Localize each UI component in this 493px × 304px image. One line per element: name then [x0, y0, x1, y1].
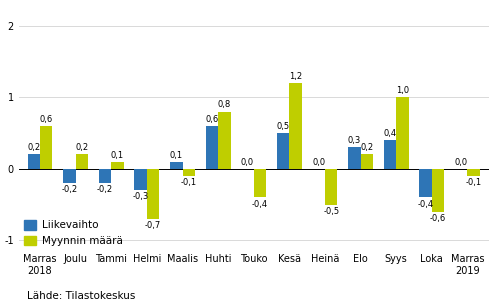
Text: 0,3: 0,3: [348, 136, 361, 145]
Text: -0,7: -0,7: [145, 221, 161, 230]
Bar: [99, 169, 111, 183]
Legend: Liikevaihto, Myynnin määrä: Liikevaihto, Myynnin määrä: [24, 220, 122, 246]
Bar: [170, 162, 182, 169]
Text: -0,4: -0,4: [252, 200, 268, 209]
Bar: [289, 83, 302, 169]
Text: -0,4: -0,4: [418, 200, 434, 209]
Text: Lähde: Tilastokeskus: Lähde: Tilastokeskus: [27, 291, 136, 301]
Bar: [325, 169, 337, 205]
Text: 0,2: 0,2: [75, 143, 88, 152]
Bar: [420, 169, 432, 197]
Text: -0,1: -0,1: [180, 178, 197, 187]
Bar: [277, 133, 289, 169]
Bar: [206, 126, 218, 169]
Bar: [135, 169, 147, 190]
Text: 1,2: 1,2: [289, 72, 302, 81]
Bar: [348, 147, 360, 169]
Text: 0,0: 0,0: [312, 158, 325, 167]
Text: 0,2: 0,2: [360, 143, 373, 152]
Text: 0,1: 0,1: [170, 150, 183, 160]
Text: 0,2: 0,2: [27, 143, 40, 152]
Text: 0,0: 0,0: [241, 158, 254, 167]
Text: -0,3: -0,3: [133, 192, 149, 202]
Text: -0,5: -0,5: [323, 207, 339, 216]
Bar: [360, 154, 373, 169]
Text: -0,2: -0,2: [97, 185, 113, 194]
Bar: [396, 97, 409, 169]
Bar: [75, 154, 88, 169]
Bar: [40, 126, 52, 169]
Bar: [63, 169, 75, 183]
Text: 0,5: 0,5: [277, 122, 290, 131]
Bar: [28, 154, 40, 169]
Bar: [467, 169, 480, 176]
Text: 0,1: 0,1: [111, 150, 124, 160]
Text: -0,2: -0,2: [61, 185, 77, 194]
Text: -0,6: -0,6: [430, 214, 446, 223]
Bar: [432, 169, 444, 212]
Bar: [182, 169, 195, 176]
Text: 1,0: 1,0: [396, 86, 409, 95]
Text: -0,1: -0,1: [465, 178, 482, 187]
Bar: [254, 169, 266, 197]
Bar: [111, 162, 124, 169]
Bar: [147, 169, 159, 219]
Text: 0,6: 0,6: [205, 115, 218, 124]
Text: 0,8: 0,8: [218, 100, 231, 109]
Text: 0,6: 0,6: [39, 115, 53, 124]
Bar: [384, 140, 396, 169]
Text: 0,0: 0,0: [455, 158, 468, 167]
Text: 0,4: 0,4: [384, 129, 396, 138]
Bar: [218, 112, 231, 169]
